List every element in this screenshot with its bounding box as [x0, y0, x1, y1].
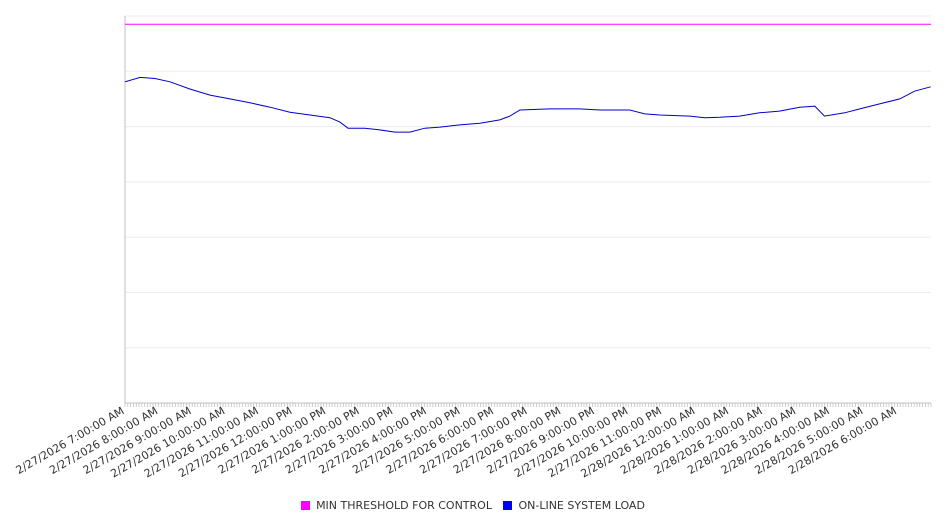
legend-swatch-threshold	[301, 501, 311, 510]
series-line-load	[124, 76, 931, 133]
legend-label-load: ON-LINE SYSTEM LOAD	[518, 499, 645, 512]
legend-label-threshold: MIN THRESHOLD FOR CONTROL	[316, 499, 492, 512]
legend-item-threshold[interactable]: MIN THRESHOLD FOR CONTROL	[301, 499, 492, 512]
legend: MIN THRESHOLD FOR CONTROL ON-LINE SYSTEM…	[0, 499, 946, 513]
legend-item-load[interactable]: ON-LINE SYSTEM LOAD	[503, 499, 645, 512]
legend-swatch-load	[503, 501, 513, 510]
